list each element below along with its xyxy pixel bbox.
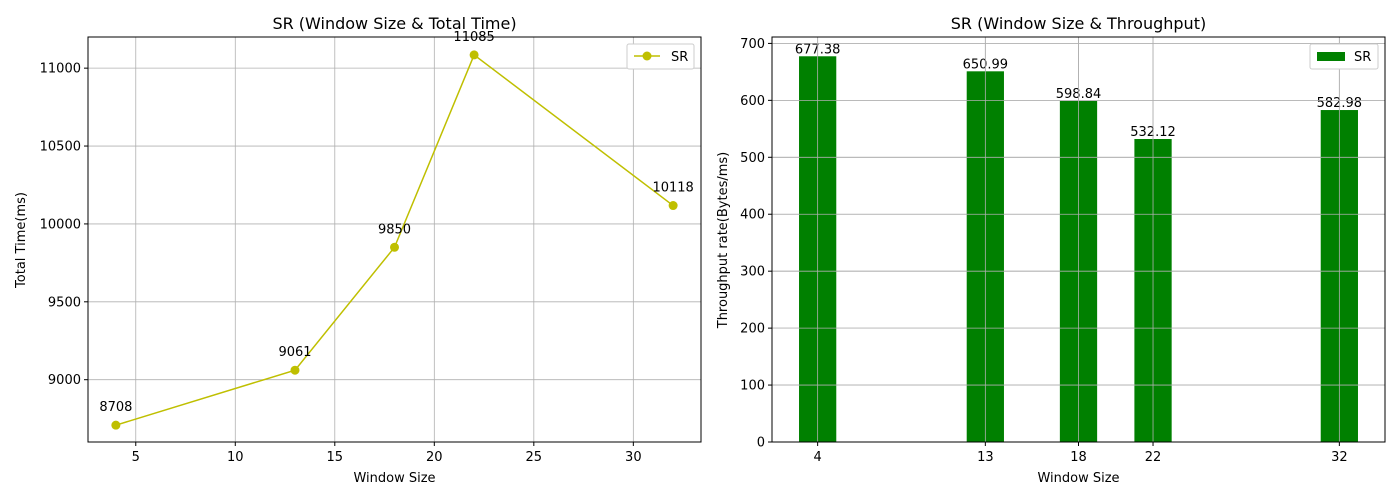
chart-title: SR (Window Size & Throughput)	[951, 14, 1206, 33]
legend-label: SR	[1354, 50, 1371, 65]
x-tick-label: 13	[977, 450, 994, 465]
x-tick-label: 4	[814, 450, 822, 465]
data-label: 9850	[378, 222, 411, 237]
x-tick-label: 5	[132, 450, 140, 465]
data-label: 10118	[652, 181, 693, 196]
y-axis-label: Total Time(ms)	[14, 192, 29, 289]
y-tick-label: 200	[740, 322, 765, 337]
x-tick-label: 32	[1331, 450, 1348, 465]
y-tick-label: 100	[740, 379, 765, 394]
x-tick-label: 15	[327, 450, 344, 465]
chart-title: SR (Window Size & Total Time)	[272, 14, 516, 33]
series-line	[115, 53, 674, 426]
data-point	[469, 50, 479, 60]
y-tick-label: 11000	[40, 62, 81, 77]
x-tick-label: 18	[1070, 450, 1087, 465]
y-tick-label: 9000	[48, 373, 81, 388]
legend-label: SR	[671, 50, 688, 65]
y-axis-label: Throughput rate(Bytes/ms)	[716, 152, 731, 330]
data-label: 9061	[278, 345, 311, 360]
legend: SR	[1309, 43, 1379, 70]
y-tick-label: 500	[740, 151, 765, 166]
legend-box	[626, 43, 695, 70]
x-tick-label: 30	[625, 450, 642, 465]
plot-frame	[87, 36, 702, 443]
data-point	[390, 242, 399, 252]
y-tick-label: 10000	[40, 217, 81, 232]
x-tick-label: 20	[426, 450, 443, 465]
data-point	[111, 420, 121, 430]
y-tick-label: 400	[740, 208, 765, 223]
x-tick-label: 22	[1145, 450, 1162, 465]
x-axis-label: Window Size	[353, 471, 435, 486]
data-point	[668, 201, 678, 211]
y-tick-label: 600	[740, 94, 765, 109]
plot-frame	[771, 36, 1386, 443]
y-tick-label: 9500	[48, 295, 81, 310]
x-tick-label: 10	[227, 450, 244, 465]
y-tick-label: 10500	[40, 140, 81, 155]
y-tick-label: 300	[740, 265, 765, 280]
legend-swatch	[1317, 52, 1345, 61]
y-tick-label: 0	[757, 436, 765, 451]
total-time-line-chart: SR (Window Size & Total Time) Window Siz…	[14, 14, 702, 486]
legend: SR	[626, 43, 695, 70]
x-tick-label: 25	[526, 450, 543, 465]
legend-marker	[642, 51, 652, 61]
throughput-bar-chart: SR (Window Size & Throughput) Window Siz…	[716, 14, 1386, 486]
y-tick-label: 700	[740, 37, 765, 52]
data-label: 8708	[99, 400, 132, 415]
x-axis-label: Window Size	[1037, 471, 1119, 486]
data-point	[290, 365, 300, 375]
